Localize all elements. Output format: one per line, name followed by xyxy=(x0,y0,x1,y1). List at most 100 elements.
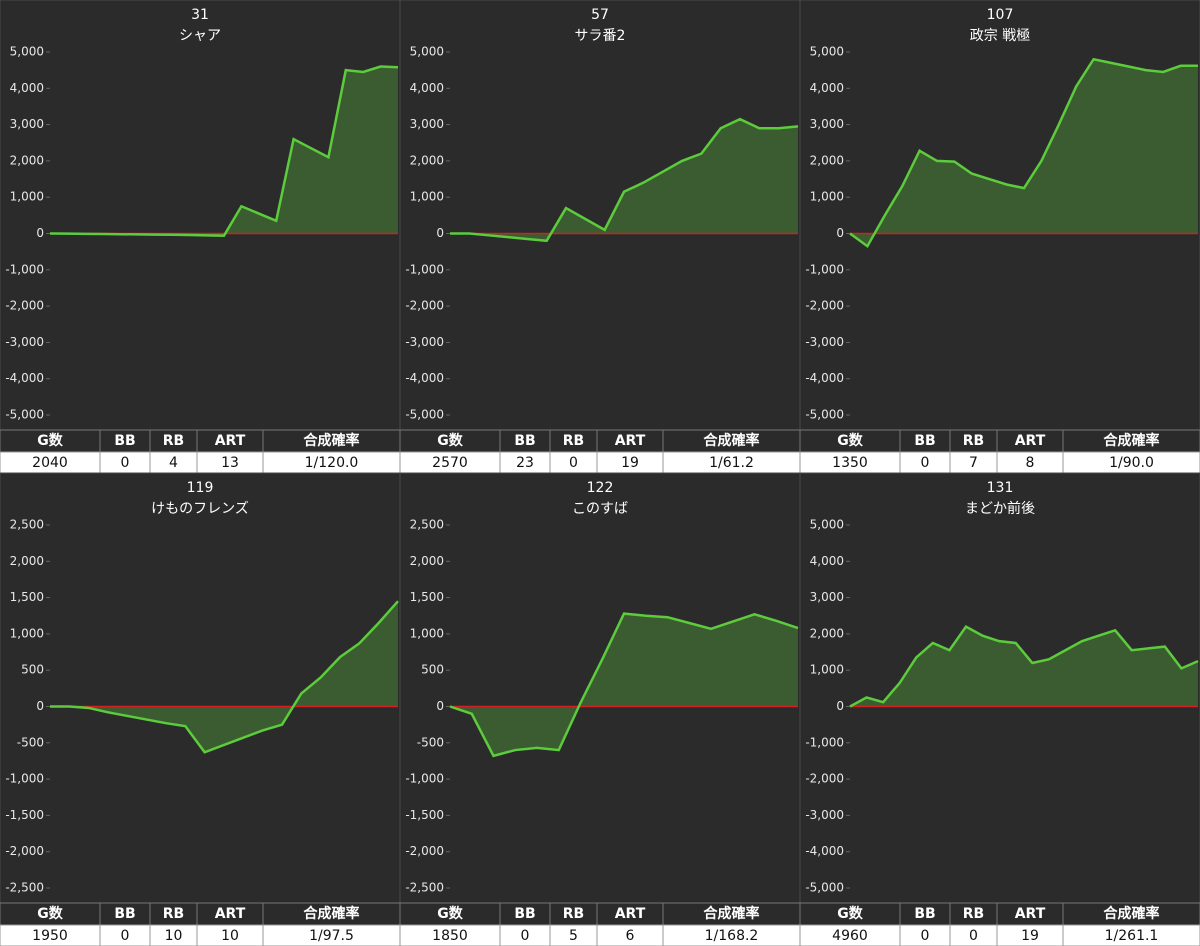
table-value: 19 xyxy=(1021,928,1039,944)
y-tick-label: 2,000 xyxy=(810,153,844,167)
y-tick-label: 2,500 xyxy=(10,518,44,532)
line xyxy=(849,57,1198,249)
line xyxy=(49,65,399,237)
y-tick-label: 0 xyxy=(836,226,844,240)
chart-title: 31 xyxy=(191,7,209,23)
table-value: 4960 xyxy=(832,928,868,944)
y-tick-label: -1,000 xyxy=(805,262,844,276)
chart-subtitle: サラ番2 xyxy=(575,28,626,44)
table-header: G数 xyxy=(837,432,863,449)
y-tick-label: 0 xyxy=(836,699,844,713)
y-tick-label: -1,500 xyxy=(5,808,44,822)
table-value: 1/168.2 xyxy=(705,928,759,944)
y-tick-label: 1,500 xyxy=(10,590,44,604)
chart-panel: 31 シャア -5,000 -4,000 -3,000 -2,000 -1,000 0 1,00… xyxy=(0,0,401,474)
area xyxy=(850,626,1198,707)
line xyxy=(449,612,799,758)
y-tick-label: 2,000 xyxy=(410,153,444,167)
y-tick-label: -4,000 xyxy=(805,371,844,385)
table-value: 6 xyxy=(626,928,635,944)
table-value: 10 xyxy=(165,928,183,944)
y-tick-label: 2,000 xyxy=(410,554,444,568)
table-value: 5 xyxy=(569,928,578,944)
y-tick-label: -4,000 xyxy=(5,371,44,385)
chart-title: 119 xyxy=(187,480,214,496)
table-value: 1/120.0 xyxy=(305,455,359,471)
y-tick-label: 3,000 xyxy=(810,590,844,604)
panel-bg xyxy=(799,0,1200,474)
chart-title: 122 xyxy=(587,480,614,496)
table-header: 合成確率 xyxy=(304,432,360,449)
table-header: G数 xyxy=(837,905,863,922)
table-value: 1350 xyxy=(832,455,868,471)
table-value: 1950 xyxy=(32,928,68,944)
y-tick-label: 3,000 xyxy=(10,117,44,131)
panel-bg xyxy=(799,472,1200,946)
y-tick-label: -3,000 xyxy=(805,808,844,822)
area xyxy=(450,119,798,241)
table-header: RB xyxy=(163,906,184,922)
y-tick-label: 1,000 xyxy=(810,190,844,204)
table-value: 4 xyxy=(169,455,178,471)
chart-subtitle: けものフレンズ xyxy=(151,501,249,517)
table-value: 8 xyxy=(1026,455,1035,471)
table-value: 0 xyxy=(121,455,130,471)
panel-bg xyxy=(0,472,401,946)
table-header: ART xyxy=(1015,906,1046,922)
y-tick-label: -3,000 xyxy=(405,335,444,349)
table-value: 10 xyxy=(221,928,239,944)
y-tick-label: 5,000 xyxy=(810,45,844,59)
y-tick-label: 5,000 xyxy=(10,45,44,59)
chart-panel: 122 このすば -2,500 -2,000 -1,500 -1,000 -500 0 500 1… xyxy=(399,472,801,946)
y-tick-label: -2,000 xyxy=(405,299,444,313)
table-value: 1/97.5 xyxy=(309,928,354,944)
chart-title: 107 xyxy=(987,7,1014,23)
y-tick-label: -2,000 xyxy=(5,844,44,858)
table-value: 0 xyxy=(521,928,530,944)
area xyxy=(450,613,798,756)
area xyxy=(50,66,398,236)
y-tick-label: -2,000 xyxy=(805,772,844,786)
y-tick-label: 1,000 xyxy=(10,190,44,204)
table-header: ART xyxy=(215,906,246,922)
table-header: BB xyxy=(114,433,135,449)
y-tick-label: 2,000 xyxy=(810,626,844,640)
y-tick-label: 3,000 xyxy=(410,117,444,131)
table-header: G数 xyxy=(37,432,63,449)
line xyxy=(849,625,1199,708)
y-tick-label: -500 xyxy=(17,735,44,749)
y-tick-label: 1,500 xyxy=(410,590,444,604)
y-tick-label: -2,000 xyxy=(5,299,44,313)
y-tick-label: 4,000 xyxy=(410,81,444,95)
y-tick-label: -2,000 xyxy=(405,844,444,858)
panel-bg xyxy=(399,0,801,474)
table-header: ART xyxy=(615,906,646,922)
table-header: RB xyxy=(563,906,584,922)
table-value: 1/61.2 xyxy=(709,455,754,471)
table-value: 1/90.0 xyxy=(1109,455,1154,471)
table-value: 1/261.1 xyxy=(1105,928,1159,944)
y-tick-label: 0 xyxy=(436,699,444,713)
y-tick-label: 0 xyxy=(36,226,44,240)
y-tick-label: 5,000 xyxy=(810,518,844,532)
table-header: G数 xyxy=(437,905,463,922)
panel-bg xyxy=(399,472,801,946)
table-value: 13 xyxy=(221,455,239,471)
table-header: 合成確率 xyxy=(1104,432,1160,449)
y-tick-label: -1,000 xyxy=(5,772,44,786)
y-tick-label: 5,000 xyxy=(410,45,444,59)
panel-bg xyxy=(0,0,401,474)
chart-panel: 131 まどか前後 -5,000 -4,000 -3,000 -2,000 -1,000 0 1… xyxy=(799,472,1200,946)
chart-subtitle: まどか前後 xyxy=(965,500,1035,517)
y-tick-label: -2,000 xyxy=(805,299,844,313)
chart-subtitle: このすば xyxy=(572,501,628,517)
table-value: 0 xyxy=(121,928,130,944)
y-tick-label: -1,000 xyxy=(5,262,44,276)
table-header: BB xyxy=(514,906,535,922)
table-value: 0 xyxy=(569,455,578,471)
chart-panel: 57 サラ番2 -5,000 -4,000 -3,000 -2,000 -1,000 0 1,0… xyxy=(399,0,801,474)
table-value: 19 xyxy=(621,455,639,471)
y-tick-label: -1,000 xyxy=(805,735,844,749)
y-tick-label: 1,000 xyxy=(810,663,844,677)
y-tick-label: -4,000 xyxy=(405,371,444,385)
